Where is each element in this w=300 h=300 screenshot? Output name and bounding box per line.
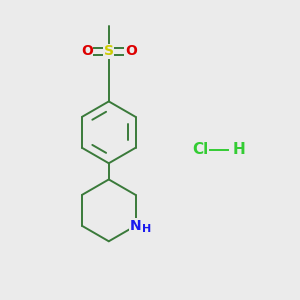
- Text: H: H: [233, 142, 246, 158]
- Text: H: H: [142, 224, 151, 234]
- Text: Cl: Cl: [193, 142, 209, 158]
- Text: N: N: [130, 219, 141, 233]
- Text: S: S: [104, 44, 114, 58]
- Text: O: O: [81, 44, 93, 58]
- Text: O: O: [125, 44, 137, 58]
